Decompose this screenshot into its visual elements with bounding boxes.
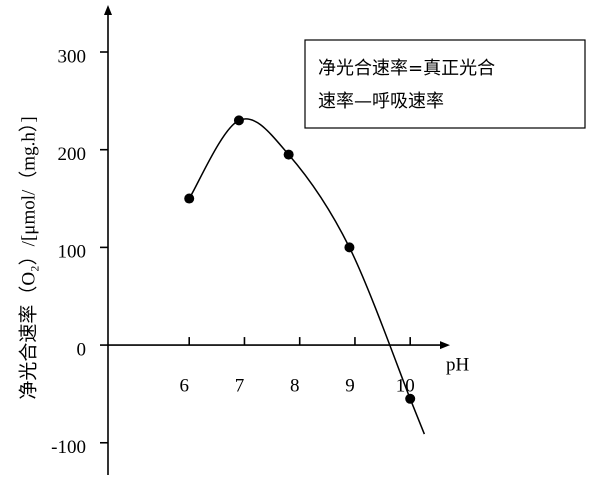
annotation-line: 速率—呼吸速率	[318, 91, 444, 112]
x-tick-label: 8	[290, 375, 300, 396]
y-axis-label: 净光合速率（O₂）/[μmol/（mg.h）]	[17, 116, 39, 399]
line	[188, 118, 411, 400]
point	[233, 115, 244, 126]
point	[283, 149, 294, 160]
point	[344, 242, 355, 253]
x-axis-label: pH	[446, 354, 470, 375]
annotation-line: 净光合速率=真正光合	[318, 58, 495, 79]
x-tick-label: 9	[345, 375, 355, 396]
annotation-box	[304, 39, 586, 129]
point	[184, 193, 195, 204]
y-tick-label: 300	[58, 46, 87, 67]
point	[405, 393, 416, 404]
y-tick-label: -100	[51, 437, 86, 458]
x-tick-label: 7	[235, 375, 245, 396]
y-tick-label: 200	[58, 144, 87, 165]
x-tick-label: 6	[179, 375, 189, 396]
y-tick-label: 100	[58, 242, 87, 263]
y-tick-label: 0	[77, 339, 87, 360]
line-tail	[409, 398, 426, 435]
